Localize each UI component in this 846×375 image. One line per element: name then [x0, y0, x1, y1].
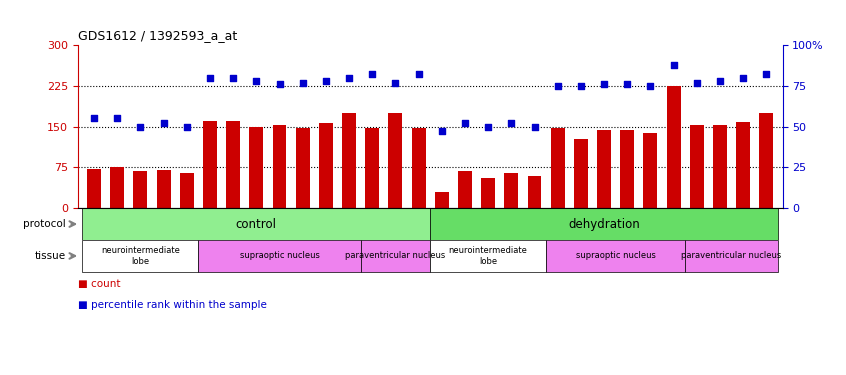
Point [760, 71, 773, 77]
Bar [620, 130, 634, 208]
Bar [342, 113, 356, 208]
Point [690, 80, 704, 86]
Point [528, 124, 541, 130]
Point [365, 71, 379, 77]
Bar [180, 173, 194, 208]
Text: protocol: protocol [24, 219, 66, 229]
Point [620, 81, 634, 87]
Bar [430, 240, 547, 272]
Point [319, 78, 332, 84]
Text: neurointermediate
lobe: neurointermediate lobe [448, 246, 528, 266]
Point [551, 83, 564, 89]
Point [296, 80, 310, 86]
Point [736, 75, 750, 81]
Point [412, 71, 426, 77]
Point [574, 83, 588, 89]
Point [388, 80, 402, 86]
Point [272, 81, 286, 87]
Bar [82, 240, 198, 272]
Bar [319, 123, 332, 208]
Bar [528, 176, 541, 208]
Bar [685, 240, 778, 272]
Point [111, 116, 124, 122]
Bar [226, 121, 240, 208]
Text: GDS1612 / 1392593_a_at: GDS1612 / 1392593_a_at [78, 30, 237, 42]
Point [713, 78, 727, 84]
Bar [667, 86, 680, 208]
Bar [574, 138, 588, 208]
Bar [134, 171, 147, 208]
Point [157, 120, 170, 126]
Point [597, 81, 611, 87]
Text: tissue: tissue [36, 251, 66, 261]
Point [435, 129, 448, 135]
Text: supraoptic nucleus: supraoptic nucleus [576, 251, 656, 260]
Point [667, 62, 680, 68]
Bar [435, 192, 448, 208]
Text: paraventricular nucleus: paraventricular nucleus [681, 251, 782, 260]
Point [203, 75, 217, 81]
Bar [713, 125, 727, 208]
Point [481, 124, 495, 130]
Point [134, 124, 147, 130]
Point [644, 83, 657, 89]
Point [459, 120, 472, 126]
Point [250, 78, 263, 84]
Bar [360, 240, 430, 272]
Bar [736, 122, 750, 208]
Text: ■ count: ■ count [78, 279, 120, 290]
Bar [296, 128, 310, 208]
Text: control: control [236, 217, 277, 231]
Bar [551, 128, 564, 208]
Bar [157, 170, 171, 208]
Bar [412, 128, 426, 208]
Text: dehydration: dehydration [569, 217, 640, 231]
Bar [689, 126, 704, 208]
Point [87, 116, 101, 122]
Bar [272, 126, 287, 208]
Text: ■ percentile rank within the sample: ■ percentile rank within the sample [78, 300, 266, 310]
Bar [481, 178, 495, 208]
Point [343, 75, 356, 81]
Bar [597, 130, 611, 208]
Point [180, 124, 194, 130]
Text: paraventricular nucleus: paraventricular nucleus [345, 251, 446, 260]
Bar [82, 208, 430, 240]
Bar [760, 113, 773, 208]
Bar [430, 208, 778, 240]
Bar [365, 128, 379, 208]
Point [227, 75, 240, 81]
Bar [547, 240, 685, 272]
Bar [198, 240, 360, 272]
Bar [504, 173, 519, 208]
Text: supraoptic nucleus: supraoptic nucleus [239, 251, 320, 260]
Bar [110, 167, 124, 208]
Bar [250, 127, 263, 208]
Point [504, 120, 518, 126]
Bar [203, 121, 217, 208]
Text: neurointermediate
lobe: neurointermediate lobe [101, 246, 180, 266]
Bar [644, 133, 657, 208]
Bar [87, 169, 101, 208]
Bar [388, 113, 403, 208]
Bar [458, 171, 472, 208]
